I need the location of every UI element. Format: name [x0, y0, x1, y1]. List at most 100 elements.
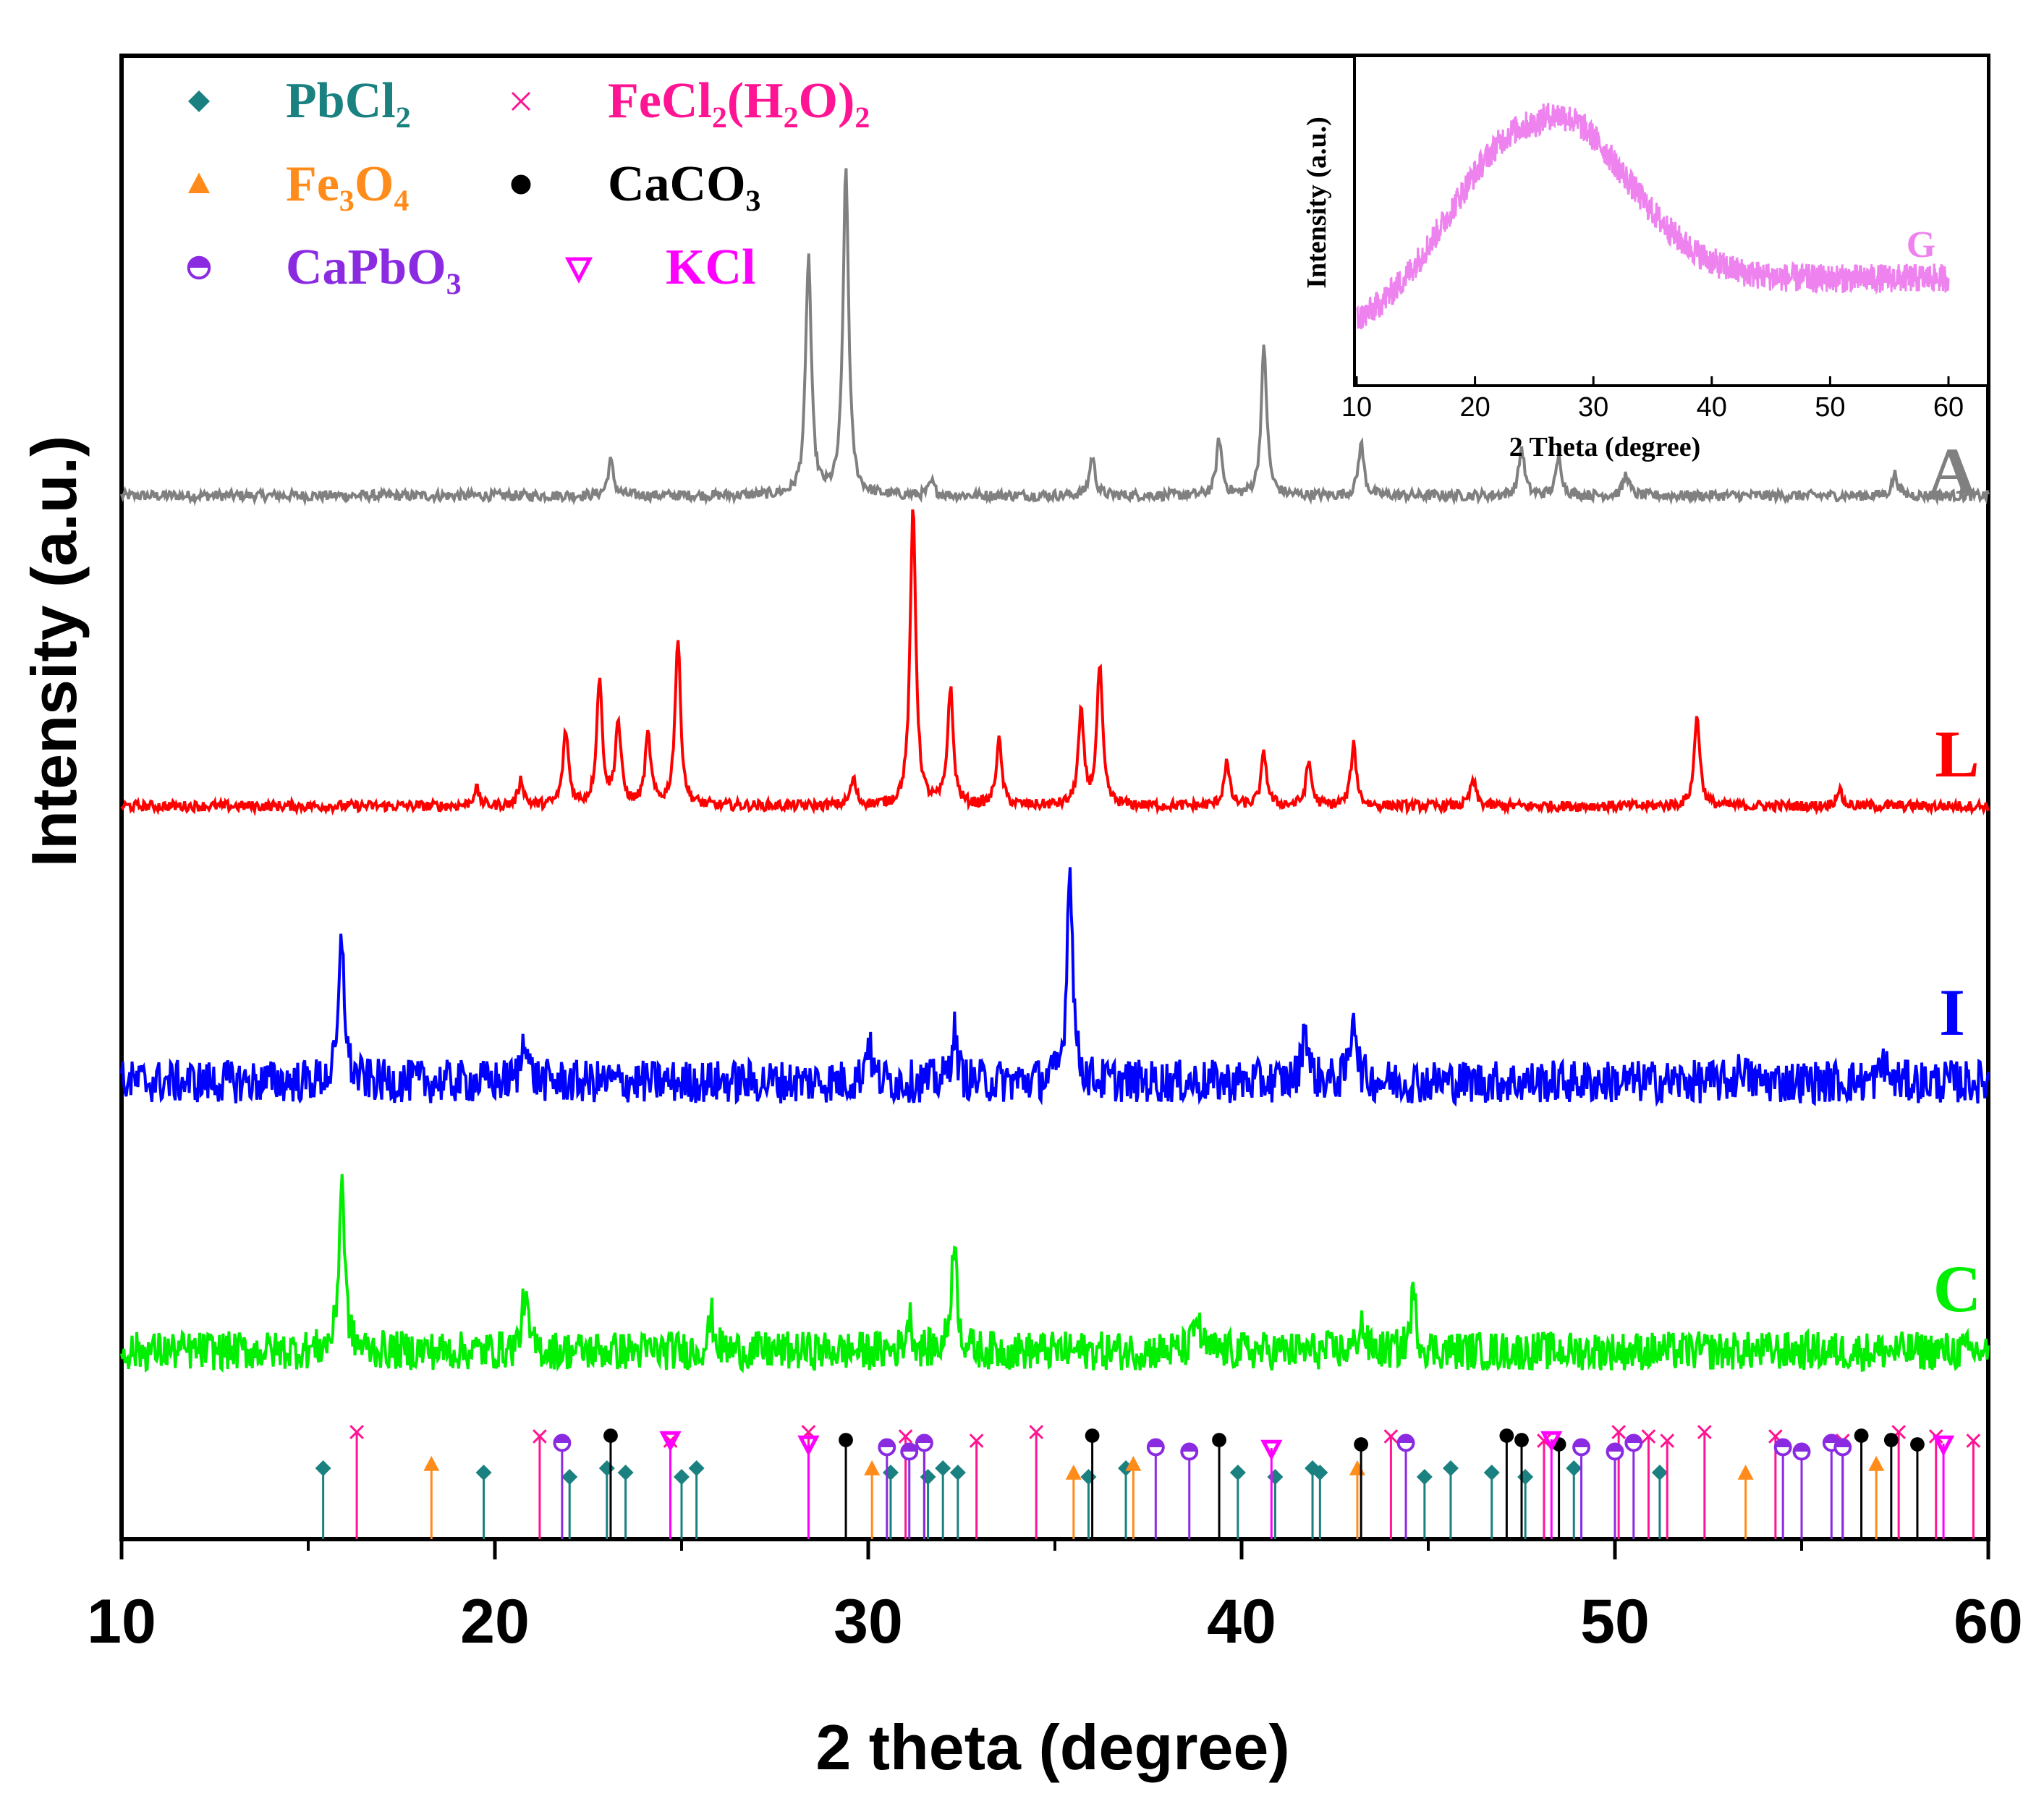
reference-marker-pbcl2 [882, 1465, 899, 1481]
inset-x-tick-label: 10 [1341, 392, 1372, 423]
reference-marker-fecl2h2o2 [1383, 1429, 1399, 1444]
reference-marker-capbo3 [553, 1434, 572, 1452]
reference-marker-capbo3 [1606, 1442, 1624, 1461]
legend-label-caco3: CaCO₃ [608, 156, 761, 212]
reference-marker-kcl [1260, 1439, 1283, 1461]
reference-marker-pbcl2 [1080, 1469, 1097, 1485]
series-line-L [120, 509, 1990, 817]
reference-marker-pbcl2 [561, 1469, 578, 1485]
x-tick-label: 40 [1207, 1587, 1276, 1656]
series-line-A [120, 168, 1990, 507]
reference-marker-fe3o4 [1868, 1455, 1885, 1471]
legend-marker-caco3 [511, 174, 531, 195]
x-axis-title: 2 theta (degree) [815, 1711, 1289, 1783]
reference-marker-pbcl2 [688, 1460, 705, 1476]
series-label-C: C [1933, 1252, 1981, 1326]
x-tick-label: 60 [1954, 1587, 2023, 1656]
legend-label-kcl: KCl [666, 240, 755, 295]
legend-marker-capbo3 [187, 255, 211, 280]
reference-marker-caco3 [1354, 1437, 1369, 1452]
reference-marker-capbo3 [1146, 1438, 1165, 1457]
reference-marker-pbcl2 [1517, 1469, 1534, 1485]
inset-series-label-G: G [1907, 224, 1935, 266]
reference-marker-pbcl2 [598, 1460, 615, 1476]
reference-marker-fecl2h2o2 [898, 1429, 913, 1444]
reference-marker-fecl2h2o2 [1641, 1429, 1656, 1444]
reference-marker-caco3 [839, 1433, 853, 1447]
reference-marker-pbcl2 [315, 1460, 331, 1476]
reference-marker-fecl2h2o2 [969, 1434, 984, 1448]
x-axis: 10 20 30 40 50 60 [87, 1539, 2023, 1656]
reference-marker-fecl2h2o2 [1966, 1434, 1981, 1448]
legend: PbCl₂ FeCl₂(H₂O)₂ Fe₃O₄ CaCO₃ CaPbO₃ KCl [187, 73, 870, 295]
reference-marker-pbcl2 [1229, 1465, 1246, 1481]
reference-marker-fecl2h2o2 [533, 1429, 547, 1444]
x-tick-label: 10 [87, 1587, 156, 1656]
series-layer [120, 168, 1990, 1373]
series-label-I: I [1939, 975, 1965, 1049]
series-line-I [120, 867, 1990, 1107]
reference-marker-caco3 [1499, 1428, 1514, 1443]
reference-marker-capbo3 [1572, 1438, 1591, 1457]
legend-marker-kcl [564, 257, 593, 284]
series-label-A: A [1928, 434, 1976, 508]
inset-y-axis-title: Intensity (a.u.) [1302, 117, 1332, 289]
legend-label-fecl2h2o2: FeCl₂(H₂O)₂ [608, 73, 870, 129]
reference-marker-fecl2h2o2 [1660, 1434, 1675, 1448]
reference-marker-pbcl2 [1416, 1469, 1433, 1485]
reference-marker-capbo3 [900, 1442, 919, 1461]
reference-marker-caco3 [1883, 1433, 1899, 1447]
inset-series-line-G [1355, 103, 1950, 330]
inset-x-tick-label: 20 [1459, 392, 1490, 423]
reference-marker-caco3 [1085, 1428, 1100, 1443]
legend-label-capbo3: CaPbO₃ [286, 240, 462, 295]
reference-marker-pbcl2 [1442, 1460, 1459, 1476]
reference-marker-kcl [797, 1435, 820, 1457]
reference-marker-fe3o4 [423, 1455, 440, 1471]
reference-marker-kcl [1540, 1431, 1563, 1452]
x-tick-label: 20 [460, 1587, 530, 1656]
reference-marker-fecl2h2o2 [1611, 1425, 1627, 1439]
inset-x-axis-title: 2 Theta (degree) [1509, 432, 1701, 462]
reference-marker-capbo3 [915, 1434, 933, 1452]
reference-marker-pbcl2 [1267, 1469, 1284, 1485]
reference-layer [315, 1425, 1981, 1539]
reference-marker-pbcl2 [1312, 1465, 1328, 1481]
reference-marker-capbo3 [1396, 1434, 1415, 1452]
reference-marker-capbo3 [1822, 1434, 1841, 1452]
reference-marker-capbo3 [1792, 1442, 1811, 1461]
reference-marker-caco3 [1514, 1433, 1529, 1447]
reference-marker-kcl [659, 1431, 682, 1452]
legend-marker-fecl2h2o2 [511, 91, 531, 111]
reference-marker-caco3 [1910, 1437, 1925, 1452]
inset-x-tick-label: 50 [1815, 392, 1845, 423]
reference-marker-kcl [1932, 1435, 1955, 1457]
reference-marker-fe3o4 [1349, 1460, 1365, 1475]
reference-marker-pbcl2 [1566, 1460, 1582, 1476]
y-axis-title: Intensity (a.u.) [18, 436, 90, 868]
reference-marker-pbcl2 [920, 1469, 936, 1485]
reference-marker-pbcl2 [475, 1465, 492, 1481]
reference-marker-fecl2h2o2 [1029, 1425, 1044, 1439]
reference-marker-pbcl2 [935, 1460, 951, 1476]
reference-marker-capbo3 [1180, 1442, 1199, 1461]
inset-x-tick-label: 40 [1697, 392, 1727, 423]
reference-marker-fe3o4 [864, 1460, 881, 1475]
reference-marker-pbcl2 [674, 1469, 690, 1485]
reference-marker-fe3o4 [1065, 1464, 1082, 1480]
legend-label-pbcl2: PbCl₂ [286, 73, 411, 129]
reference-marker-capbo3 [1773, 1438, 1792, 1457]
reference-marker-fe3o4 [1125, 1455, 1142, 1471]
legend-label-fe3o4: Fe₃O₄ [286, 156, 409, 212]
reference-marker-capbo3 [878, 1438, 896, 1457]
reference-marker-pbcl2 [949, 1465, 966, 1481]
reference-marker-pbcl2 [1483, 1465, 1500, 1481]
inset-plot: 10 20 30 40 50 60 2 Theta (degree) Intensity … [1302, 54, 1990, 462]
reference-marker-caco3 [1854, 1428, 1869, 1443]
legend-marker-fe3o4 [188, 172, 210, 193]
series-label-L: L [1935, 717, 1979, 791]
reference-marker-pbcl2 [1651, 1465, 1668, 1481]
reference-marker-capbo3 [1833, 1438, 1852, 1457]
